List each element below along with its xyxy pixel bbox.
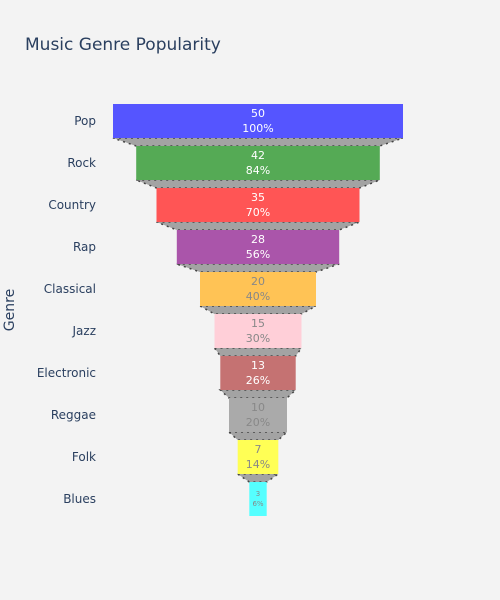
percent-label-jazz: 30% <box>246 332 270 345</box>
connector-rock <box>135 179 381 189</box>
funnel-bar-classical <box>200 272 316 306</box>
funnel-bar-electronic <box>220 356 296 390</box>
funnel-bars <box>113 104 403 516</box>
connector-jazz <box>213 347 303 357</box>
funnel-bar-jazz <box>214 314 302 348</box>
connector-folk <box>235 473 281 483</box>
connector-pop <box>112 137 404 147</box>
category-label-jazz: Jazz <box>72 324 97 338</box>
value-label-reggae: 10 <box>251 401 265 414</box>
percent-label-folk: 14% <box>246 458 270 471</box>
category-label-pop: Pop <box>74 114 96 128</box>
chart-title: Music Genre Popularity <box>25 35 221 55</box>
connector-rap <box>176 263 340 273</box>
percent-label-rock: 84% <box>246 164 270 177</box>
value-label-folk: 7 <box>255 443 262 456</box>
funnel-bar-blues <box>249 482 267 516</box>
value-label-jazz: 15 <box>251 317 265 330</box>
percent-label-reggae: 20% <box>246 416 270 429</box>
value-label-classical: 20 <box>251 275 265 288</box>
percent-label-pop: 100% <box>242 122 273 135</box>
category-label-reggae: Reggae <box>51 408 96 422</box>
funnel-bar-pop <box>113 104 403 138</box>
category-label-folk: Folk <box>72 450 96 464</box>
connector-classical <box>199 305 317 315</box>
funnel-bar-reggae <box>229 398 287 432</box>
category-label-electronic: Electronic <box>37 366 96 380</box>
value-label-rap: 28 <box>251 233 265 246</box>
value-label-electronic: 13 <box>251 359 265 372</box>
value-label-country: 35 <box>251 191 265 204</box>
percent-label-rap: 56% <box>246 248 270 261</box>
value-label-rock: 42 <box>251 149 265 162</box>
connector-electronic <box>218 389 298 399</box>
y-axis-title: Genre <box>2 289 18 331</box>
funnel-bar-country <box>156 188 360 222</box>
category-label-rap: Rap <box>73 240 96 254</box>
value-label-blues: 3 <box>256 490 260 498</box>
category-label-rock: Rock <box>67 156 96 170</box>
connector-reggae <box>227 431 289 441</box>
category-label-country: Country <box>48 198 96 212</box>
value-label-pop: 50 <box>251 107 265 120</box>
category-label-blues: Blues <box>63 492 96 506</box>
category-label-classical: Classical <box>44 282 96 296</box>
percent-label-blues: 6% <box>252 500 263 508</box>
funnel-bar-rap <box>176 230 340 264</box>
percent-label-country: 70% <box>246 206 270 219</box>
funnel-bar-folk <box>237 440 279 474</box>
funnel-labels: Pop 50 100% Rock 42 84% Country 35 70% Rap 28 56% Cl… <box>37 107 274 508</box>
connector-country <box>156 221 360 231</box>
percent-label-classical: 40% <box>246 290 270 303</box>
funnel-bar-rock <box>136 146 380 180</box>
percent-label-electronic: 26% <box>246 374 270 387</box>
